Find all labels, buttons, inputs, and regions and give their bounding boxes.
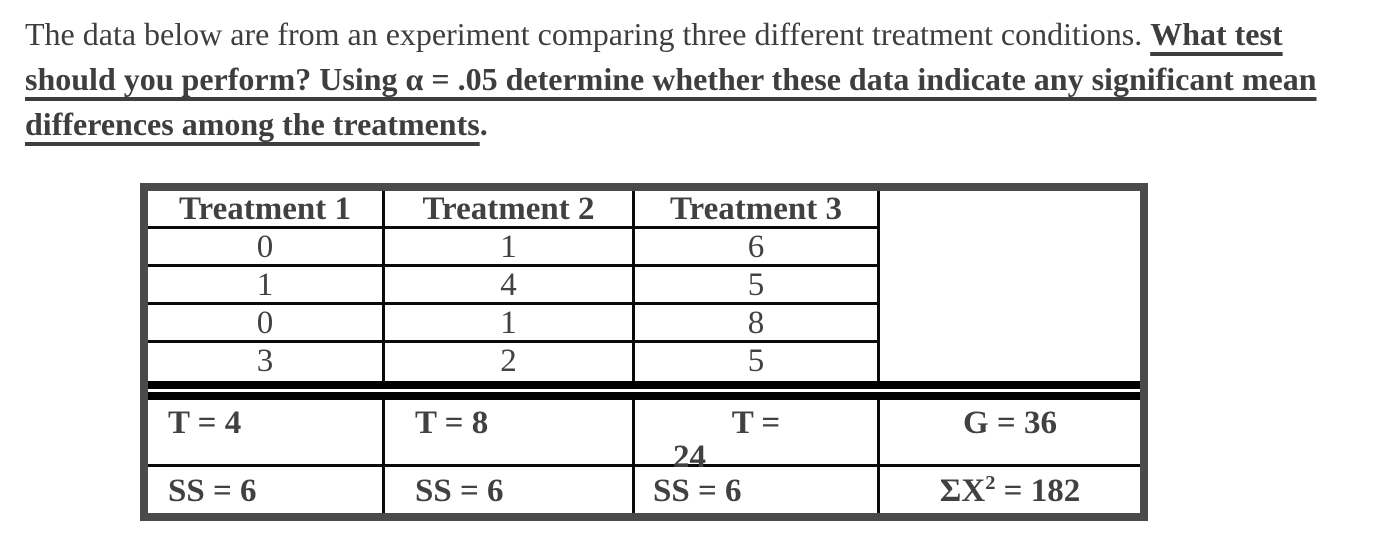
column-treatment-3: Treatment 3 6 5 8 5	[635, 191, 880, 381]
data-cell-t2-r3: 1	[385, 305, 632, 343]
double-rule-divider	[148, 381, 1140, 400]
problem-line-3: differences among the treatments.	[25, 102, 1370, 147]
problem-line-1: The data below are from an experiment co…	[25, 12, 1370, 57]
header-cell-treatment-3: Treatment 3	[635, 191, 877, 229]
ss-cell-2: SS = 6	[415, 473, 504, 509]
header-cell-treatment-1: Treatment 1	[148, 191, 382, 229]
totals-column-2: T = 8 SS = 6	[385, 400, 635, 513]
totals-section: T = 4 SS = 6 T = 8 SS = 6 T = 24 SS = 6 …	[148, 400, 1140, 513]
t-total-cell-3: T = 24	[635, 400, 877, 474]
ss-cell-3: SS = 6	[653, 473, 742, 509]
sum-x-squared-prefix: ΣX	[939, 473, 986, 509]
data-cell-t3-r4: 5	[747, 343, 765, 379]
raw-scores-section: Treatment 1 0 1 0 3 Treatment 2 1 4 1 2 …	[148, 191, 1140, 381]
problem-statement: The data below are from an experiment co…	[25, 12, 1370, 147]
data-cell-t2-r2: 4	[385, 267, 632, 305]
question-text-part-1: What test	[1150, 16, 1283, 52]
ss-cell-1: SS = 6	[168, 473, 257, 509]
data-cell-t2-r4: 2	[500, 343, 517, 379]
problem-line-2: should you perform? Using α = .05 determ…	[25, 57, 1370, 102]
t-total-3-value: 24	[673, 439, 706, 475]
treatment-data-table: Treatment 1 0 1 0 3 Treatment 2 1 4 1 2 …	[140, 183, 1148, 521]
question-text-part-2: should you perform? Using α = .05 determ…	[25, 61, 1317, 97]
question-text-part-3: differences among the treatments	[25, 106, 480, 142]
sum-x-squared-exponent: 2	[985, 472, 996, 494]
data-cell-t1-r1: 0	[148, 229, 382, 267]
t-total-cell-1: T = 4	[148, 400, 382, 467]
sum-x-squared-value: = 182	[995, 473, 1081, 509]
totals-column-3: T = 24 SS = 6	[635, 400, 880, 513]
question-period: .	[479, 106, 488, 142]
sum-x-squared-cell: ΣX2 = 182	[880, 467, 1140, 513]
totals-column-grand: G = 36 ΣX2 = 182	[880, 400, 1140, 513]
data-cell-t1-r2: 1	[148, 267, 382, 305]
data-cell-t3-r3: 8	[635, 305, 877, 343]
data-cell-t2-r1: 1	[385, 229, 632, 267]
data-cell-t3-r2: 5	[635, 267, 877, 305]
data-cell-t3-r1: 6	[635, 229, 877, 267]
empty-column-cell	[880, 191, 1140, 381]
t-total-3-label: T =	[731, 405, 781, 441]
t-total-cell-2: T = 8	[385, 400, 632, 467]
data-cell-t1-r4: 3	[256, 343, 274, 379]
column-treatment-1: Treatment 1 0 1 0 3	[148, 191, 385, 381]
problem-intro-text: The data below are from an experiment co…	[25, 16, 1151, 52]
data-cell-t1-r3: 0	[148, 305, 382, 343]
grand-total-cell: G = 36	[880, 400, 1140, 467]
header-cell-treatment-2: Treatment 2	[385, 191, 632, 229]
totals-column-1: T = 4 SS = 6	[148, 400, 385, 513]
column-treatment-2: Treatment 2 1 4 1 2	[385, 191, 635, 381]
